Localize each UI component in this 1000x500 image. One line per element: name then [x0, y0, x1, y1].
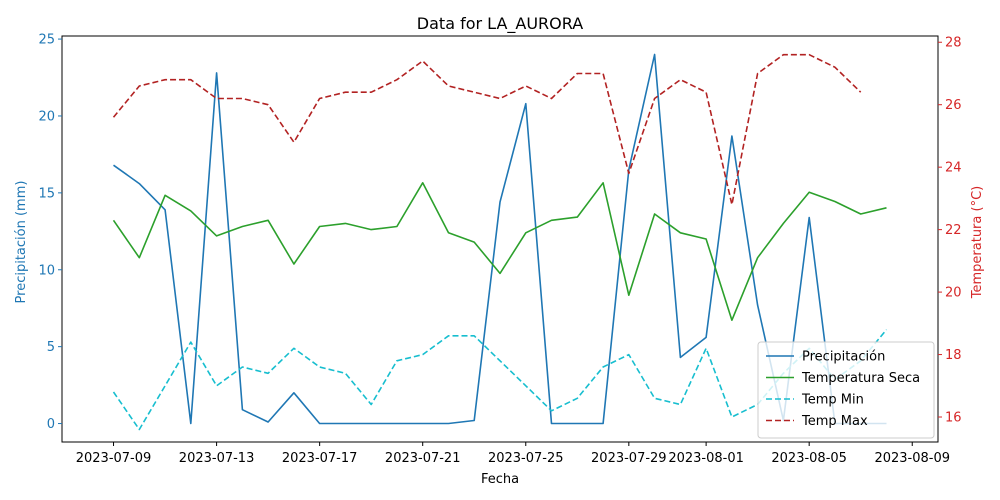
series-line-3: [112, 53, 862, 206]
legend-label-2: Temp Min: [801, 393, 864, 408]
x-tick-label-7: 2023-08-05: [771, 451, 847, 466]
y-right-tick-label-3: 22: [945, 223, 962, 238]
legend-box: [757, 341, 935, 439]
y-left-tick-label-4: 20: [38, 109, 55, 124]
x-tick-label-3: 2023-07-21: [385, 451, 461, 466]
y-right-tick-label-0: 16: [945, 411, 962, 426]
axes: 2023-07-09 2023-07-13 2023-07-17 2023-07-21…: [38, 33, 961, 466]
x-tick-label-0: 2023-07-09: [76, 451, 152, 466]
y-right-tick-label-6: 28: [945, 36, 962, 51]
legend-label-1: Temperatura Seca: [801, 371, 920, 386]
y-left-tick-label-1: 5: [47, 340, 55, 355]
plot-area: [112, 53, 888, 431]
x-tick-label-4: 2023-07-25: [488, 451, 564, 466]
legend-label-3: Temp Max: [801, 414, 868, 429]
y-axis-right-title: Temperatura (°C): [970, 186, 985, 299]
x-tick-label-2: 2023-07-17: [282, 451, 358, 466]
y-right-tick-label-4: 24: [945, 161, 962, 176]
y-left-tick-label-2: 10: [38, 263, 55, 278]
legend-label-0: Precipitación: [802, 350, 885, 365]
plot-frame: [61, 35, 939, 443]
x-tick-label-6: 2023-08-01: [668, 451, 744, 466]
chart-title: Data for LA_AURORA: [417, 14, 583, 34]
y-left-tick-label-5: 25: [38, 33, 55, 48]
y-right-tick-label-1: 18: [945, 348, 962, 363]
x-tick-label-1: 2023-07-13: [179, 451, 255, 466]
series-line-1: [112, 182, 887, 322]
x-axis-title: Fecha: [481, 472, 519, 487]
series-line-0: [113, 53, 887, 425]
y-right-tick-label-2: 20: [945, 286, 962, 301]
legend: Precipitación Temperatura Seca Temp Min Tem…: [757, 341, 935, 439]
x-tick-label-8: 2023-08-09: [874, 451, 950, 466]
y-right-tick-label-5: 26: [945, 98, 962, 113]
y-left-tick-label-0: 0: [47, 417, 55, 432]
x-tick-label-5: 2023-07-29: [591, 451, 667, 466]
y-left-tick-label-3: 15: [38, 186, 55, 201]
y-axis-left-title: Precipitación (mm): [14, 181, 29, 304]
